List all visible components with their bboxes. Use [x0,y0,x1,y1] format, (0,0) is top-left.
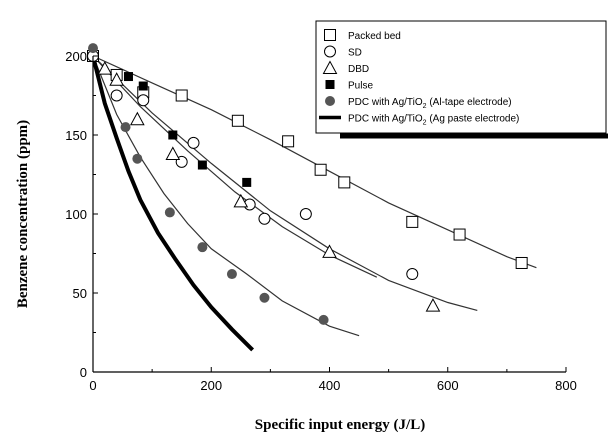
data-point-series-2 [322,244,337,258]
data-point-series-0 [406,215,419,228]
legend-label: Packed bed [348,31,401,42]
y-ticks: 0 50 100 150 200 [65,49,98,380]
y-tick-label: 0 [80,365,87,380]
data-point-series-2 [233,193,249,208]
data-point-series-2 [165,146,181,160]
x-tick-label: 400 [319,378,341,393]
data-point-series-4 [132,153,143,164]
legend: Packed bed SD DBD Pulse PDC with Ag/TiO2 (Al… [315,20,608,139]
legend-label: PDC with Ag/TiO2 (Al-tape electrode) [348,97,512,110]
data-point-series-3 [168,130,178,140]
legend-label: DBD [348,64,369,75]
fit-line-series-4 [92,55,360,337]
y-tick-label: 50 [73,286,87,301]
data-point-series-4 [88,43,98,54]
legend-label: PDC with Ag/TiO2 (Ag paste electrode) [348,114,519,127]
data-point-series-4 [226,269,237,280]
data-point-series-3 [242,177,252,187]
y-tick-label: 150 [65,128,87,143]
data-point-series-4 [259,292,270,303]
data-point-series-0 [231,114,244,127]
x-tick-label: 600 [437,378,459,393]
data-point-series-1 [187,136,200,149]
data-point-series-2 [97,61,113,75]
y-tick-label: 200 [65,49,87,64]
data-point-series-0 [282,135,295,148]
fit-curves [91,55,537,352]
data-point-series-3 [123,72,133,82]
legend-marker [325,96,335,106]
data-point-series-0 [175,89,188,102]
legend-marker [324,29,336,41]
data-point-series-4 [164,207,175,218]
data-point-series-1 [258,212,271,225]
data-point-series-4 [197,242,208,253]
x-tick-label: 800 [555,378,577,393]
data-point-series-0 [314,163,327,176]
x-axis-title: Specific input energy (J/L) [255,417,425,433]
data-point-series-0 [453,228,466,241]
data-point-series-1 [137,94,150,107]
legend-label: SD [348,48,362,59]
data-point-series-4 [120,122,131,133]
legend-marker [325,80,335,89]
x-ticks: 0 200 400 600 800 [89,367,577,393]
data-point-series-2 [109,72,124,86]
data-point-series-4 [318,314,329,325]
legend-box [315,20,607,134]
legend-label: Pulse [348,81,373,92]
data-point-series-1 [110,89,123,102]
legend-marker [324,45,336,58]
data-point-series-0 [515,256,528,269]
data-point-series-2 [425,298,441,312]
x-tick-label: 0 [89,378,96,393]
fit-line-series-1 [92,55,478,311]
data-point-series-1 [406,268,419,281]
data-point-series-3 [197,160,207,170]
legend-marker [322,60,338,74]
fit-line-series-5 [91,55,255,352]
x-tick-label: 200 [200,378,222,393]
fit-line-series-0 [92,55,537,269]
y-axis-title: Benzene concentration (ppm) [15,120,31,308]
data-point-series-2 [130,111,145,126]
y-tick-label: 100 [65,207,87,222]
data-point-series-0 [338,176,351,189]
data-point-series-1 [299,208,312,220]
data-point-series-3 [138,81,148,91]
